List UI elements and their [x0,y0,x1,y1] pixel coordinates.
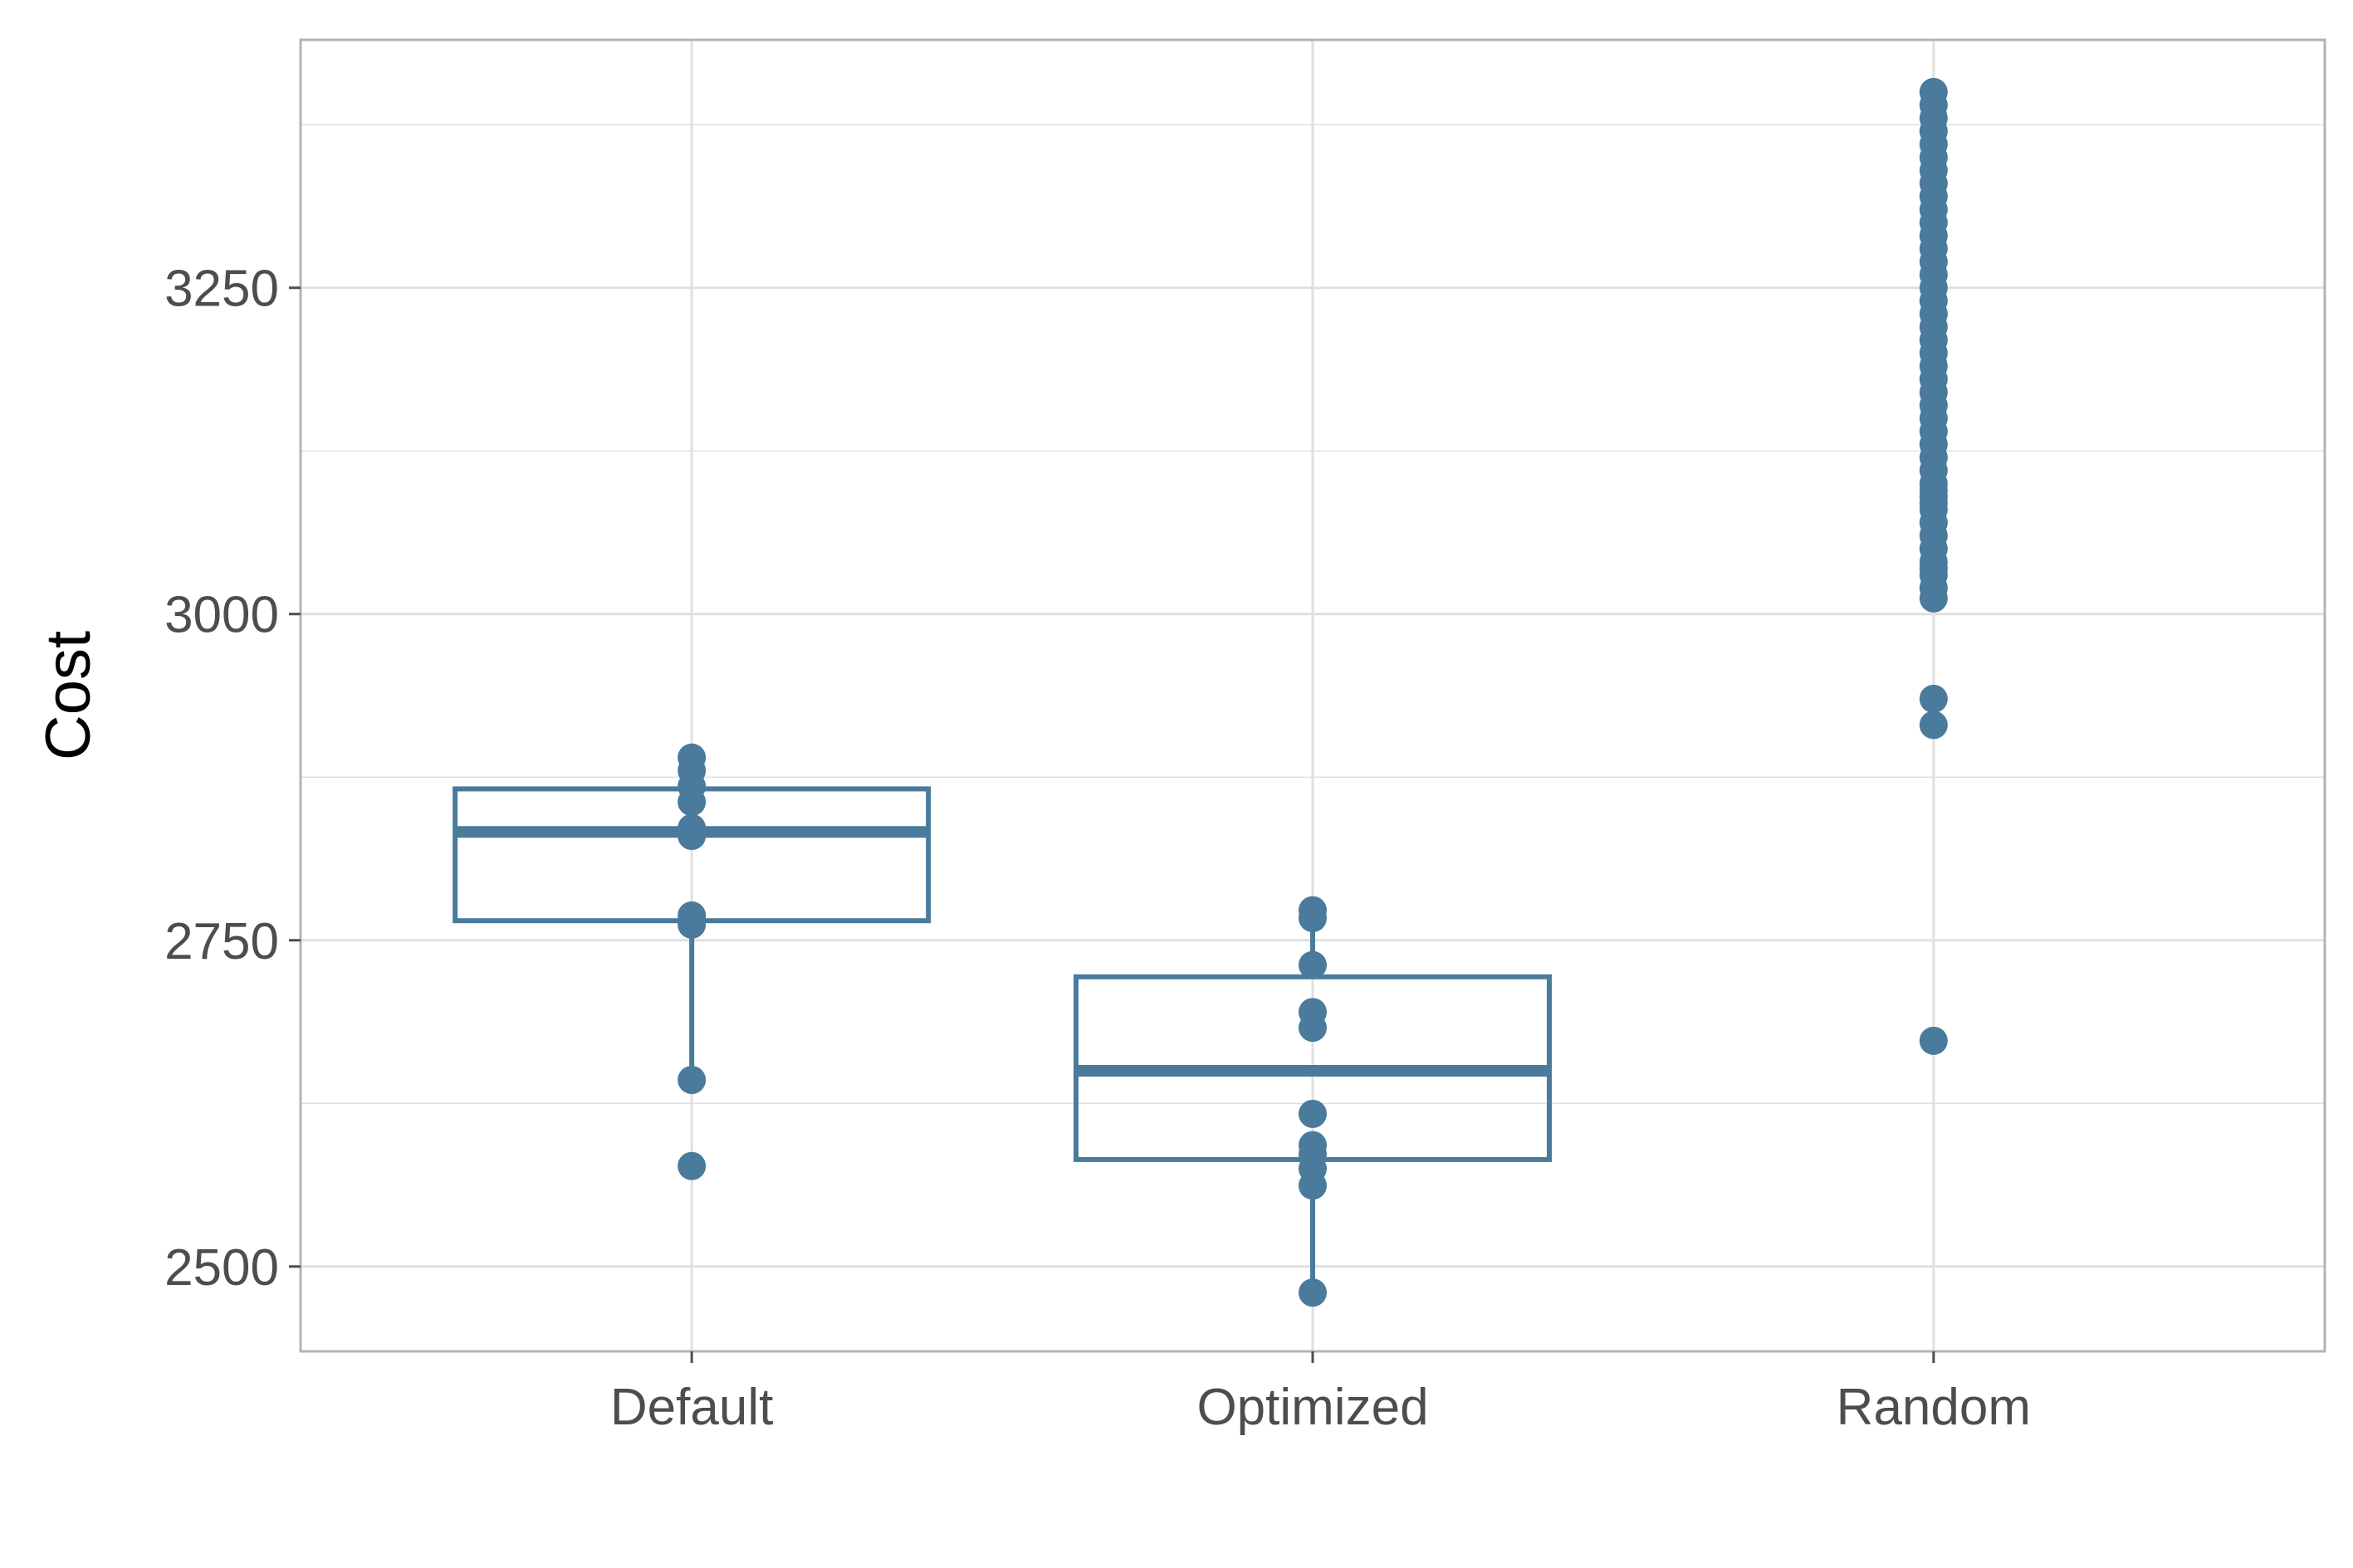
x-tick-label: Default [610,1379,773,1436]
x-tick-label: Random [1837,1379,2031,1436]
data-point [1919,584,1948,613]
data-point [1299,950,1327,979]
box-group [1919,77,1948,1055]
y-tick-label: 2750 [164,913,279,970]
data-point [1919,684,1948,713]
y-tick-label: 2500 [164,1239,279,1297]
data-point [1299,904,1327,933]
x-axis: Default Optimized Random [610,1351,2031,1436]
data-point [1919,1026,1948,1055]
x-tick-label: Optimized [1196,1379,1428,1436]
data-point [678,910,707,939]
y-axis-title: Cost [33,631,104,760]
data-point [678,788,707,817]
data-point [1299,1171,1327,1200]
data-point [1299,1014,1327,1043]
data-layer [452,77,1948,1307]
box-group [1074,896,1552,1307]
y-tick-label: 3250 [164,261,279,318]
y-axis: 2500 2750 3000 3250 [164,261,301,1297]
y-tick-label: 3000 [164,587,279,644]
data-point [678,822,707,851]
data-point [1299,1278,1327,1307]
data-point [678,1151,707,1180]
data-point [1299,1099,1327,1128]
data-point [1919,711,1948,740]
box-group [452,743,932,1180]
data-point [678,1065,707,1094]
